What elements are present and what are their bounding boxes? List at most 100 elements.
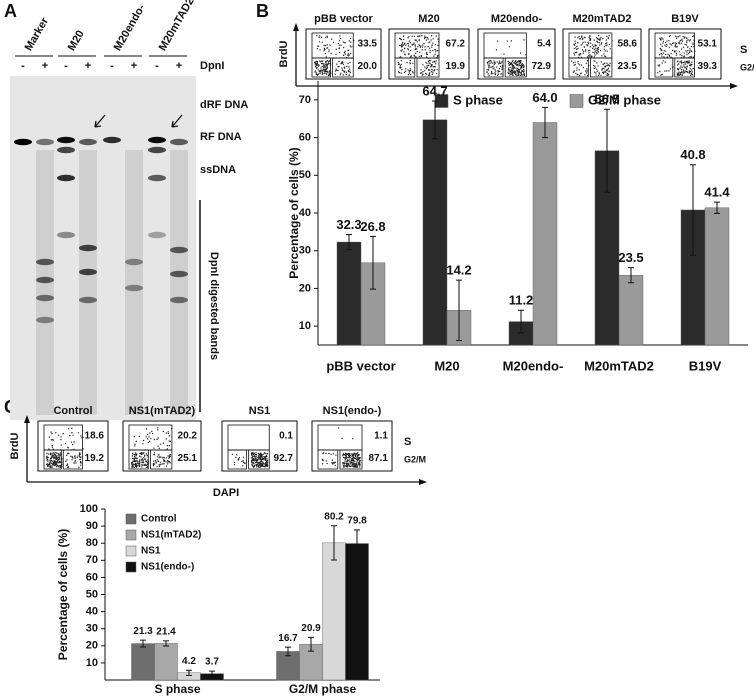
arrow [94,114,106,128]
gate [227,449,247,470]
band [36,258,54,266]
band [79,268,97,276]
y-tick-label: 40 [299,207,311,219]
gate-value: 19.9 [446,61,466,72]
smear [170,150,188,415]
y-tick-label: 10 [299,320,311,332]
legend-label: G2/M phase [588,92,661,107]
band [170,138,188,146]
value-label: 56.5 [594,92,619,107]
value-label: 23.5 [618,250,643,265]
cell-dots [231,452,269,468]
y-tick-label: 100 [80,503,98,515]
x-tick-label: G2/M phase [289,682,357,696]
x-axis-label: DAPI [213,487,239,499]
legend-swatch [125,545,137,557]
bar [131,643,155,681]
bar [322,542,346,681]
y-tick-label: 30 [299,245,311,257]
gate [150,449,173,470]
band [57,146,75,154]
error-bar [370,235,376,290]
sample-title: M20mTAD2 [572,13,631,25]
gate-value: 92.7 [274,453,294,464]
gate-value: 67.2 [446,39,466,50]
value-label: 21.3 [133,626,153,637]
value-label: 3.7 [205,657,219,668]
lane-group-label: Marker [23,15,52,53]
band [170,246,188,254]
gate-label: G2/M [740,62,754,72]
band [14,138,32,146]
band [79,296,97,304]
sample-title: NS1(mTAD2) [129,405,196,417]
gate-value: 20.2 [178,431,198,442]
value-label: 16.7 [278,633,298,644]
band-label: ssDNA [200,164,236,176]
band [148,231,166,239]
legend-label: S phase [453,92,503,107]
value-label: 64.0 [532,90,557,105]
band [36,316,54,324]
gate [504,57,527,78]
gate-value: 23.5 [618,61,638,72]
gate-value: 18.6 [85,431,105,442]
cell-dots [657,35,696,76]
gate-value: 25.1 [178,453,198,464]
x-tick-label: S phase [154,682,200,696]
error-bar [331,525,337,561]
plot-frame [562,28,642,80]
error-bar [518,309,524,334]
cell-dots [314,35,355,77]
gate [317,449,339,470]
error-bar [542,106,548,139]
error-bar [163,640,169,647]
y-tick-label: 70 [299,94,311,106]
lane-sign: + [131,60,137,72]
value-label: 40.8 [680,147,705,162]
value-label: 4.2 [182,656,196,667]
sample-title: M20 [418,13,439,25]
gate [248,449,270,470]
y-axis-label: Percentage of cells (%) [56,529,70,660]
band [36,294,54,302]
band [79,244,97,252]
gate [339,449,363,470]
band [148,136,166,144]
legend-label: NS1 [141,546,161,557]
bar [336,241,362,346]
error-bar [604,108,610,193]
error-bar [354,529,360,558]
x-tick-label: M20 [434,358,459,373]
band [79,138,97,146]
gate-label: S [404,436,411,448]
value-label: 80.2 [324,511,344,522]
gate-value: 0.1 [279,431,293,442]
sample-title: pBB vector [314,13,373,25]
lane-sign: + [85,60,91,72]
lane-sign: - [155,60,159,72]
cell-dots [486,39,527,77]
band [57,136,75,144]
bar [618,275,644,346]
band-label: RF DNA [200,131,242,143]
gate-label: G2/M [404,454,426,464]
gate [311,57,331,78]
gate-value: 33.5 [358,39,378,50]
y-tick-label: 30 [86,623,98,635]
gate [394,57,416,78]
value-label: 26.8 [360,219,385,234]
error-bar [209,670,215,677]
gate-value: 20.0 [358,61,378,72]
gate-value: 1.1 [374,431,388,442]
sample-title: NS1(endo-) [323,405,382,417]
value-label: 20.9 [301,623,321,634]
y-axis-label: Percentage of cells (%) [287,147,301,278]
y-tick-label: 60 [86,571,98,583]
band [170,270,188,278]
bar [704,207,730,346]
cell-dots [397,35,440,76]
band [148,174,166,182]
error-bar [456,279,462,341]
x-tick-label: M20endo- [503,358,564,373]
